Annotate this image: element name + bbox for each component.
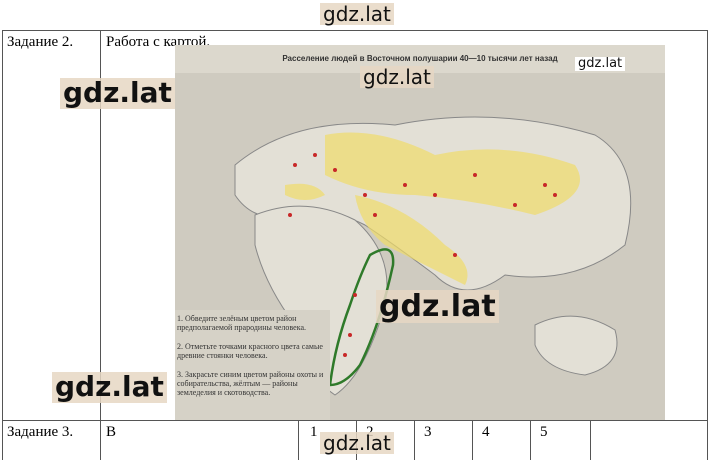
answer-number: 1 [310,424,318,440]
table-border [298,420,299,460]
map-title: Расселение людей в Восточном полушарии 4… [282,54,557,63]
map-task: 1. Обведите зелёным цветом район предпол… [177,314,307,332]
watermark: gdz.lat [575,56,626,72]
table-border [2,30,708,31]
watermark: gdz.lat [320,3,394,25]
task-label: Задание 3. [7,424,74,440]
australia [534,315,618,376]
table-border [2,30,3,460]
watermark: gdz.lat [60,77,175,109]
watermark: gdz.lat [360,66,434,88]
map-task: 3. Закрасьте синим цветом районы охоты и… [177,370,324,397]
watermark: gdz.lat [320,432,394,454]
task-text: В [106,424,117,440]
legend-box [175,310,330,420]
map-task: 2. Отметьте точками красного цвета самые… [177,342,323,360]
yellow-area [355,195,468,285]
watermark: gdz.lat [376,290,499,323]
red-dots [288,153,557,357]
table-border [414,420,415,460]
table-border [100,30,101,460]
answer-number: 4 [482,424,490,440]
watermark: gdz.lat [52,371,167,403]
answer-number: 3 [424,424,432,440]
table-border [472,420,473,460]
map-photo: Расселение людей в Восточном полушарии 4… [175,45,665,420]
table-border [530,420,531,460]
table-border [707,30,708,460]
task-label: Задание 2. [7,34,74,50]
yellow-area [285,183,325,200]
green-outline [328,248,395,387]
table-border [590,420,591,460]
table-border [2,420,708,421]
yellow-area [325,132,580,215]
answer-number: 5 [540,424,548,440]
